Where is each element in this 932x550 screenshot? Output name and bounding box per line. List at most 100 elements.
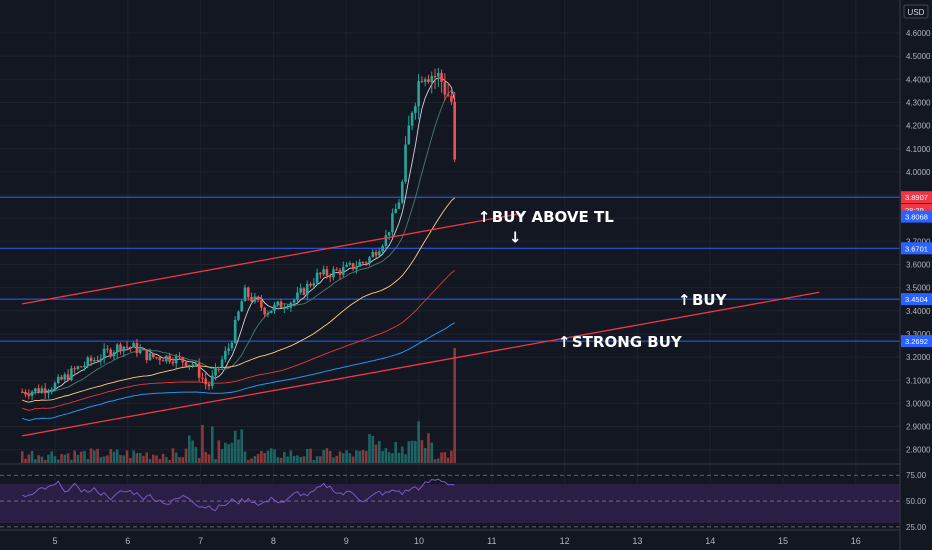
- volume-bar: [364, 451, 368, 463]
- candle-body: [312, 283, 316, 286]
- volume-bar: [102, 456, 106, 463]
- volume-bar: [397, 452, 401, 463]
- candle-body: [102, 348, 106, 359]
- volume-bar: [407, 441, 411, 463]
- candle-body: [299, 288, 302, 293]
- volume-bar: [414, 440, 417, 463]
- moving-average-fast: [22, 77, 456, 395]
- volume-bar: [420, 440, 424, 463]
- candle-body: [129, 347, 132, 349]
- candle-body: [214, 366, 217, 376]
- down-arrow-icon: ↓: [509, 229, 522, 247]
- volume-bar: [96, 448, 99, 463]
- candle-body: [158, 357, 162, 361]
- volume-bar: [283, 451, 286, 463]
- volume-bar: [322, 450, 325, 463]
- volume-bar: [309, 448, 312, 463]
- candle-body: [348, 263, 352, 265]
- moving-average-medium: [22, 197, 455, 403]
- candle-body: [148, 353, 152, 361]
- candle-body: [171, 361, 175, 364]
- volume-bar: [174, 452, 178, 463]
- candle-body: [443, 81, 447, 95]
- candle-body: [237, 311, 240, 320]
- candle-body: [341, 266, 345, 275]
- trendline: [22, 291, 820, 437]
- volume-bar: [70, 459, 73, 463]
- candle-body: [427, 79, 430, 83]
- y-tick-label: 3.3000: [906, 330, 931, 339]
- candle-body: [368, 257, 371, 263]
- y-tick-label: 3.4000: [906, 307, 931, 316]
- volume-bar: [142, 455, 145, 463]
- candle-body: [345, 264, 348, 267]
- volume-bar: [135, 453, 139, 463]
- volume-bar: [165, 457, 168, 463]
- volume-bar: [374, 444, 378, 463]
- volume-bar: [125, 450, 129, 463]
- volume-bar: [292, 455, 296, 463]
- candle-body: [302, 288, 306, 295]
- candle-body: [387, 232, 391, 236]
- candle-body: [305, 283, 309, 295]
- volume-bar: [40, 456, 44, 463]
- x-tick-label: 13: [632, 536, 642, 546]
- volume-bar: [24, 458, 27, 463]
- volume-bar: [138, 452, 142, 463]
- candle-body: [309, 283, 312, 286]
- volume-bar: [210, 426, 214, 463]
- price-tag: [901, 242, 932, 255]
- volume-bar: [440, 452, 443, 463]
- candle-body: [292, 299, 296, 303]
- candle-body: [191, 364, 194, 366]
- candle-body: [391, 213, 394, 233]
- currency-badge[interactable]: USD: [903, 4, 929, 19]
- candle-body: [446, 94, 450, 96]
- x-tick-label: 15: [778, 536, 788, 546]
- volume-bar: [443, 452, 447, 463]
- candle-body: [174, 355, 178, 364]
- x-tick-label: 11: [487, 536, 496, 546]
- volume-bar: [194, 447, 198, 463]
- candle-body: [109, 349, 112, 357]
- candle-body: [273, 304, 276, 311]
- price-tag-label: 3.8068: [905, 213, 928, 222]
- volume-bar: [93, 450, 96, 463]
- volume-bar: [328, 450, 332, 463]
- candle-body: [135, 343, 139, 353]
- candle-body: [243, 287, 247, 302]
- y-tick-label: 3.7000: [906, 237, 931, 246]
- candle-body: [397, 202, 401, 209]
- y-tick-label: 3.2000: [906, 353, 931, 362]
- volume-bar: [181, 457, 185, 463]
- candle-body: [70, 368, 73, 381]
- volume-bar: [305, 448, 309, 463]
- candle-body: [168, 355, 171, 362]
- x-tick-label: 9: [344, 536, 349, 546]
- volume-bar: [240, 429, 244, 463]
- candle-body: [165, 355, 168, 362]
- candle-body: [63, 374, 67, 380]
- candle-body: [279, 301, 283, 309]
- volume-bar: [368, 433, 371, 463]
- candle-body: [34, 388, 37, 392]
- candle-body: [315, 272, 319, 284]
- candle-body: [414, 106, 417, 113]
- candle-body: [423, 79, 427, 82]
- candle-body: [378, 251, 381, 256]
- volume-bar: [132, 450, 135, 463]
- x-tick-label: 12: [560, 536, 570, 546]
- candle-body: [361, 262, 365, 264]
- volume-bar: [387, 452, 391, 463]
- volume-bar: [34, 459, 37, 463]
- volume-bar: [158, 458, 162, 463]
- candle-body: [47, 391, 50, 394]
- candle-body: [204, 378, 207, 385]
- volume-bar: [436, 458, 440, 463]
- price-tag-label: 3.8907: [905, 193, 928, 202]
- rsi-band: [0, 484, 900, 523]
- candle-body: [296, 292, 299, 300]
- candle-body: [217, 366, 221, 368]
- candle-body: [184, 362, 188, 367]
